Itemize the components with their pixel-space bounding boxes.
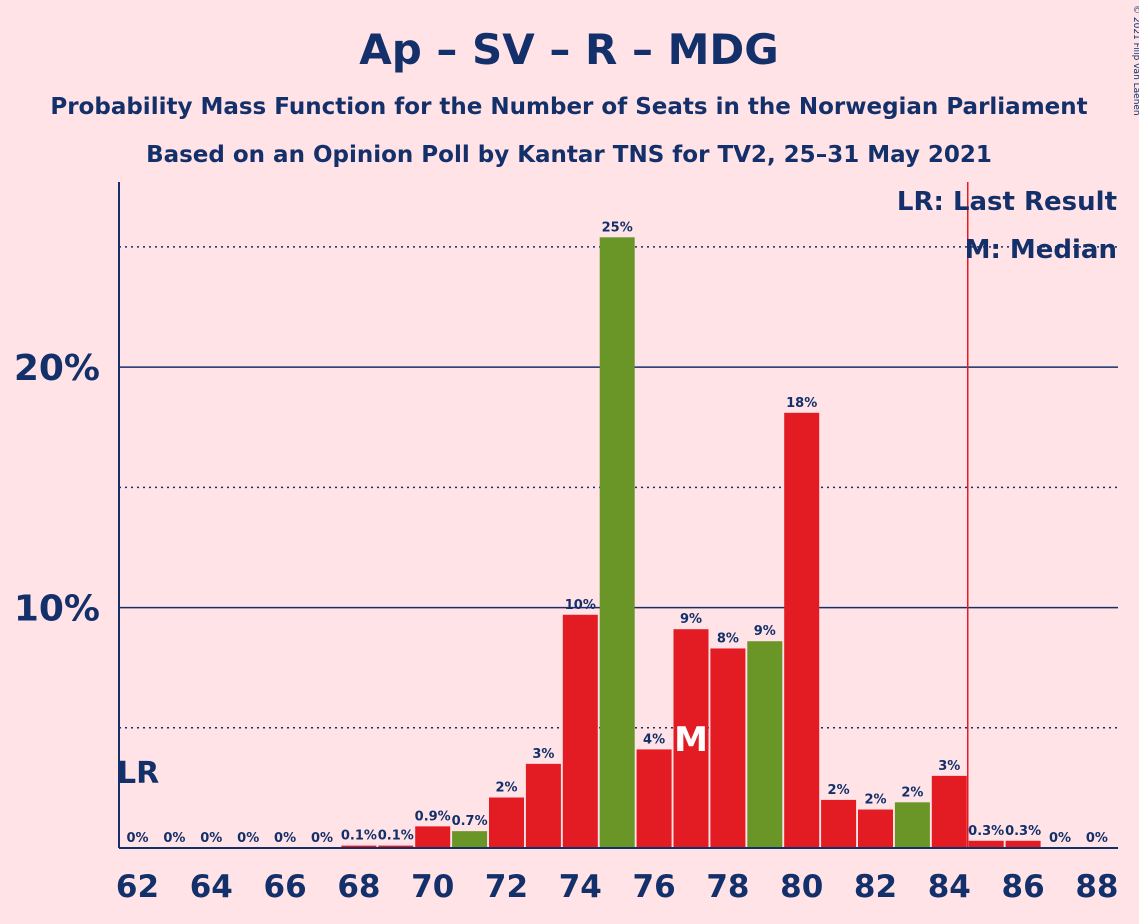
value-label-seat-70: 0.9%: [415, 809, 451, 824]
value-label-seat-68: 0.1%: [341, 829, 377, 844]
legend-entry-2: M: Median: [965, 235, 1117, 265]
bar-seat-80: [784, 412, 820, 848]
y-tick-label: 10%: [14, 589, 100, 630]
median-marker: M: [674, 720, 708, 760]
value-label-seat-82: 2%: [864, 793, 886, 808]
bar-seat-76: [636, 749, 672, 848]
x-tick-label: 82: [854, 869, 897, 905]
value-label-seat-75: 25%: [602, 220, 633, 235]
bar-seat-79: [747, 641, 783, 848]
value-label-seat-81: 2%: [828, 783, 850, 798]
x-tick-label: 70: [411, 869, 454, 905]
x-tick-label: 72: [485, 869, 528, 905]
value-label-seat-69: 0.1%: [378, 829, 414, 844]
value-label-seat-71: 0.7%: [452, 814, 488, 829]
value-label-seat-66: 0%: [274, 831, 296, 846]
x-tick-label: 88: [1075, 869, 1118, 905]
x-tick-label: 64: [190, 869, 233, 905]
x-tick-label: 74: [559, 869, 602, 905]
copyright-text: © 2021 Filip van Laenen: [1131, 5, 1139, 116]
x-tick-label: 80: [780, 869, 823, 905]
bar-seat-78: [710, 648, 746, 848]
x-tick-label: 76: [633, 869, 676, 905]
x-tick-label: 86: [1002, 869, 1045, 905]
value-label-seat-67: 0%: [311, 831, 333, 846]
value-label-seat-85: 0.3%: [968, 824, 1004, 839]
bar-seat-86: [1005, 840, 1041, 848]
last-result-marker: LR: [117, 756, 159, 791]
bar-seat-83: [894, 802, 930, 848]
bars-group: [341, 237, 1041, 849]
value-label-seat-83: 2%: [901, 785, 923, 800]
bar-seat-72: [489, 797, 524, 848]
bar-seat-81: [821, 799, 857, 848]
value-label-seat-62: 0%: [126, 831, 148, 846]
value-label-seat-64: 0%: [200, 831, 222, 846]
chart-title: Ap – SV – R – MDG: [359, 25, 779, 74]
x-tick-label: 68: [337, 869, 380, 905]
value-label-seat-88: 0%: [1086, 831, 1108, 846]
value-label-seat-76: 4%: [643, 732, 665, 747]
bar-seat-75: [599, 237, 635, 849]
value-label-seat-87: 0%: [1049, 831, 1071, 846]
value-label-seat-80: 18%: [786, 396, 817, 411]
value-label-seat-84: 3%: [938, 759, 960, 774]
bar-seat-84: [931, 775, 967, 848]
value-label-seat-72: 2%: [495, 781, 517, 796]
legend: LR: Last Result M: Median: [897, 187, 1117, 265]
chart-subtitle-1: Probability Mass Function for the Number…: [50, 94, 1087, 120]
y-tick-label: 20%: [14, 348, 100, 389]
axes-group: 10% 20% 62 64 66 68 70 72 74 76 78 80 82 84 86 88: [14, 182, 1118, 905]
bar-seat-82: [858, 809, 893, 848]
value-label-seat-65: 0%: [237, 831, 259, 846]
x-tick-label: 62: [116, 869, 159, 905]
bar-seat-71: [452, 831, 488, 848]
value-label-seat-73: 3%: [532, 747, 554, 762]
x-tick-label: 84: [928, 869, 971, 905]
bar-seat-68: [341, 845, 377, 848]
value-label-seat-86: 0.3%: [1005, 824, 1041, 839]
chart-subtitle-2: Based on an Opinion Poll by Kantar TNS f…: [146, 142, 992, 168]
bar-seat-73: [525, 763, 561, 848]
bar-seat-85: [968, 840, 1004, 848]
bar-seat-74: [562, 614, 598, 848]
value-labels-group: 0% 0% 0% 0% 0% 0% 0.1% 0.1%0.9% 0.7%2%3%10%25%4%…: [117, 220, 1108, 846]
bar-seat-69: [378, 845, 414, 848]
bar-seat-77: [673, 629, 709, 848]
bar-seat-70: [415, 826, 451, 848]
value-label-seat-77: 9%: [680, 612, 702, 627]
value-label-seat-79: 9%: [754, 624, 776, 639]
value-label-seat-63: 0%: [163, 831, 185, 846]
x-tick-label: 66: [264, 869, 307, 905]
value-label-seat-78: 8%: [717, 631, 739, 646]
legend-entry-1: LR: Last Result: [897, 187, 1117, 217]
value-label-seat-74: 10%: [565, 598, 596, 613]
x-tick-label: 78: [706, 869, 749, 905]
